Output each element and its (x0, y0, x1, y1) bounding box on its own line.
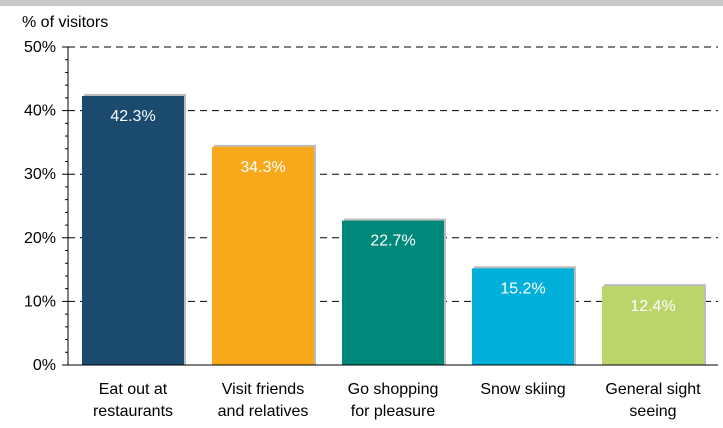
x-category-label-line: Visit friends (222, 381, 304, 398)
y-tick-label: 30% (24, 166, 56, 183)
x-category-label-line: Go shopping (348, 381, 439, 398)
y-tick-label: 20% (24, 230, 56, 247)
x-category-label-line: for pleasure (351, 403, 436, 420)
bar (472, 268, 574, 365)
x-category-label-line: Snow skiing (480, 381, 565, 398)
bars (82, 93, 706, 366)
bar (602, 286, 704, 365)
bar (212, 146, 314, 365)
axes (62, 46, 718, 366)
y-tick-label: 10% (24, 293, 56, 310)
x-category-label: General sight seeing (605, 381, 701, 420)
bar-value-label: 12.4% (630, 298, 675, 315)
y-axis-title: % of visitors (22, 14, 108, 31)
x-category-label-line: restaurants (93, 403, 173, 420)
x-category-label-line: and relatives (218, 403, 309, 420)
x-category-label: Go shopping for pleasure (348, 381, 439, 420)
x-category-label-line: seeing (629, 403, 676, 420)
top-rule (0, 0, 723, 6)
bar (82, 95, 184, 366)
bar-value-label: 42.3% (110, 108, 155, 125)
bar (342, 220, 444, 365)
x-category-label-line: General sight (605, 381, 701, 398)
y-tick-label: 40% (24, 103, 56, 120)
x-category-label: Snow skiing (480, 381, 565, 398)
labels: 0% 10% 20% 30% 40% 50% 42.3% Eat out at restaura… (24, 39, 701, 420)
bar-value-label: 22.7% (370, 233, 415, 250)
y-tick-label: 0% (33, 357, 56, 374)
x-category-label: Eat out at restaurants (93, 381, 173, 420)
y-tick-label: 50% (24, 39, 56, 56)
bar-value-label: 34.3% (240, 159, 285, 176)
x-category-label: Visit friends and relatives (218, 381, 309, 420)
bar-value-label: 15.2% (500, 280, 545, 297)
x-category-label-line: Eat out at (99, 381, 168, 398)
